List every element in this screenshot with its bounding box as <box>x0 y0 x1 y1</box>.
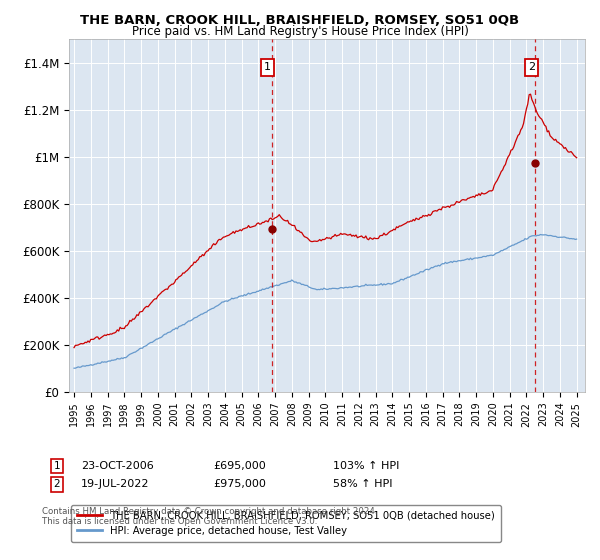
Text: 23-OCT-2006: 23-OCT-2006 <box>81 461 154 471</box>
Legend: THE BARN, CROOK HILL, BRAISHFIELD, ROMSEY, SO51 0QB (detached house), HPI: Avera: THE BARN, CROOK HILL, BRAISHFIELD, ROMSE… <box>71 505 501 542</box>
Text: 1: 1 <box>264 62 271 72</box>
Text: Price paid vs. HM Land Registry's House Price Index (HPI): Price paid vs. HM Land Registry's House … <box>131 25 469 38</box>
Text: THE BARN, CROOK HILL, BRAISHFIELD, ROMSEY, SO51 0QB: THE BARN, CROOK HILL, BRAISHFIELD, ROMSE… <box>80 14 520 27</box>
Text: 103% ↑ HPI: 103% ↑ HPI <box>333 461 400 471</box>
Text: 58% ↑ HPI: 58% ↑ HPI <box>333 479 392 489</box>
Text: £975,000: £975,000 <box>213 479 266 489</box>
Text: 19-JUL-2022: 19-JUL-2022 <box>81 479 149 489</box>
Text: 2: 2 <box>527 62 535 72</box>
Text: £695,000: £695,000 <box>213 461 266 471</box>
Text: 2: 2 <box>53 479 61 489</box>
Text: 1: 1 <box>53 461 61 471</box>
Text: Contains HM Land Registry data © Crown copyright and database right 2024.
This d: Contains HM Land Registry data © Crown c… <box>42 507 377 526</box>
